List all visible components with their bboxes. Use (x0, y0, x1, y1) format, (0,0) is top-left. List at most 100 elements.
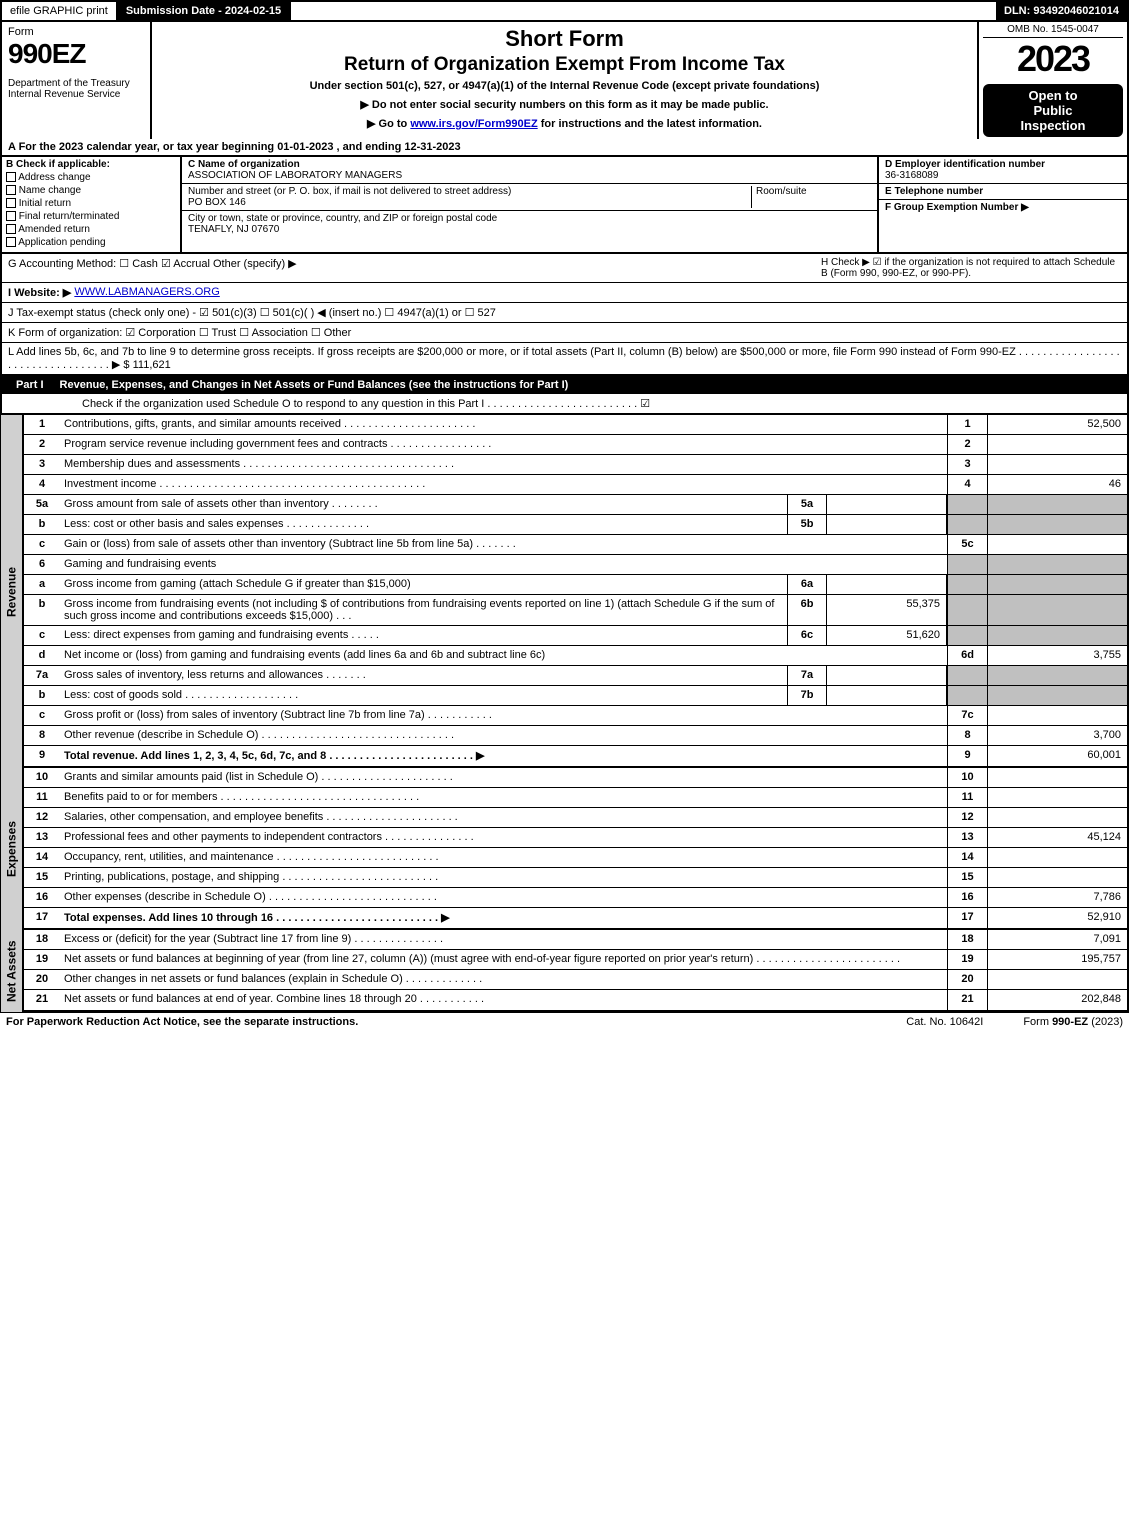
lv: 7,091 (987, 930, 1127, 949)
ld: Gross income from gaming (attach Schedul… (60, 575, 787, 594)
sv (827, 575, 947, 594)
check-label: Final return/terminated (19, 211, 120, 222)
sc: 7a (787, 666, 827, 685)
city-label: City or town, state or province, country… (188, 213, 497, 224)
ld: Gain or (loss) from sale of assets other… (60, 535, 947, 554)
lv (987, 435, 1127, 454)
ln: 2 (24, 435, 60, 454)
instr-link: ▶ Go to www.irs.gov/Form990EZ for instru… (160, 117, 969, 130)
ln: d (24, 646, 60, 665)
lv: 52,500 (987, 415, 1127, 434)
lv (987, 808, 1127, 827)
header-left: Form 990EZ Department of the Treasury In… (2, 22, 152, 139)
form-header: Form 990EZ Department of the Treasury In… (0, 22, 1129, 139)
tel-label: E Telephone number (885, 186, 1121, 197)
lc: 20 (947, 970, 987, 989)
ln: 20 (24, 970, 60, 989)
org-addr-row: Number and street (or P. O. box, if mail… (182, 184, 877, 211)
check-address-change[interactable]: Address change (6, 172, 176, 183)
sc: 6c (787, 626, 827, 645)
ein-row: D Employer identification number 36-3168… (879, 157, 1127, 184)
lv: 45,124 (987, 828, 1127, 847)
ld: Other expenses (describe in Schedule O) … (60, 888, 947, 907)
lv (987, 686, 1127, 705)
lc (947, 575, 987, 594)
ld: Occupancy, rent, utilities, and maintena… (60, 848, 947, 867)
section-b: B Check if applicable: Address change Na… (2, 157, 182, 252)
title-return: Return of Organization Exempt From Incom… (160, 54, 969, 76)
lv (987, 455, 1127, 474)
check-application-pending[interactable]: Application pending (6, 237, 176, 248)
ld: Investment income . . . . . . . . . . . … (60, 475, 947, 494)
info-block: B Check if applicable: Address change Na… (0, 157, 1129, 254)
line-7b: bLess: cost of goods sold . . . . . . . … (24, 686, 1127, 706)
ld: Other changes in net assets or fund bala… (60, 970, 947, 989)
lc (947, 555, 987, 574)
ld: Contributions, gifts, grants, and simila… (60, 415, 947, 434)
footer-cat-no: Cat. No. 10642I (906, 1016, 983, 1028)
ld: Grants and similar amounts paid (list in… (60, 768, 947, 787)
submission-date: Submission Date - 2024-02-15 (118, 2, 291, 20)
irs-link[interactable]: www.irs.gov/Form990EZ (410, 118, 537, 130)
section-b-label: B Check if applicable: (6, 159, 176, 170)
line-4: 4Investment income . . . . . . . . . . .… (24, 475, 1127, 495)
lv (987, 868, 1127, 887)
part-1-check-o: Check if the organization used Schedule … (0, 394, 1129, 415)
ln: 14 (24, 848, 60, 867)
lv (987, 666, 1127, 685)
ld: Professional fees and other payments to … (60, 828, 947, 847)
line-12: 12Salaries, other compensation, and empl… (24, 808, 1127, 828)
sc: 5a (787, 495, 827, 514)
ln: 19 (24, 950, 60, 969)
addr-label: Number and street (or P. O. box, if mail… (188, 186, 751, 197)
line-7c: cGross profit or (loss) from sales of in… (24, 706, 1127, 726)
lv: 195,757 (987, 950, 1127, 969)
line-5a: 5aGross amount from sale of assets other… (24, 495, 1127, 515)
section-d: D Employer identification number 36-3168… (877, 157, 1127, 252)
tel-row: E Telephone number (879, 184, 1127, 200)
accounting-method: G Accounting Method: ☐ Cash ☑ Accrual Ot… (8, 257, 297, 279)
ld: Benefits paid to or for members . . . . … (60, 788, 947, 807)
line-14: 14Occupancy, rent, utilities, and mainte… (24, 848, 1127, 868)
line-6d: dNet income or (loss) from gaming and fu… (24, 646, 1127, 666)
ln: 18 (24, 930, 60, 949)
lc: 3 (947, 455, 987, 474)
ld: Less: direct expenses from gaming and fu… (60, 626, 787, 645)
section-c: C Name of organization ASSOCIATION OF LA… (182, 157, 877, 252)
row-i: I Website: ▶ WWW.LABMANAGERS.ORG (0, 283, 1129, 303)
ld: Less: cost of goods sold . . . . . . . .… (60, 686, 787, 705)
org-name-label: C Name of organization (188, 159, 402, 170)
side-expenses: Expenses (0, 768, 22, 930)
row-l: L Add lines 5b, 6c, and 7b to line 9 to … (0, 343, 1129, 376)
ld: Program service revenue including govern… (60, 435, 947, 454)
lv (987, 706, 1127, 725)
ld: Membership dues and assessments . . . . … (60, 455, 947, 474)
part-1-title: Revenue, Expenses, and Changes in Net As… (60, 379, 1121, 391)
ln: 4 (24, 475, 60, 494)
check-name-change[interactable]: Name change (6, 185, 176, 196)
row-j: J Tax-exempt status (check only one) - ☑… (0, 303, 1129, 323)
efile-label[interactable]: efile GRAPHIC print (2, 2, 118, 20)
check-initial-return[interactable]: Initial return (6, 198, 176, 209)
lv: 202,848 (987, 990, 1127, 1010)
line-17: 17Total expenses. Add lines 10 through 1… (24, 908, 1127, 928)
row-k: K Form of organization: ☑ Corporation ☐ … (0, 323, 1129, 343)
ln: 15 (24, 868, 60, 887)
ln: 5a (24, 495, 60, 514)
check-amended-return[interactable]: Amended return (6, 224, 176, 235)
line-16: 16Other expenses (describe in Schedule O… (24, 888, 1127, 908)
expenses-table: 10Grants and similar amounts paid (list … (22, 768, 1129, 930)
lv (987, 495, 1127, 514)
line-20: 20Other changes in net assets or fund ba… (24, 970, 1127, 990)
lv (987, 768, 1127, 787)
lv (987, 595, 1127, 625)
check-final-return[interactable]: Final return/terminated (6, 211, 176, 222)
instr2-post: for instructions and the latest informat… (538, 118, 762, 130)
website-link[interactable]: WWW.LABMANAGERS.ORG (74, 286, 219, 299)
check-label: Name change (19, 185, 81, 196)
lv: 3,755 (987, 646, 1127, 665)
sv (827, 686, 947, 705)
inspection-1: Open to (987, 88, 1119, 103)
tax-year: 2023 (983, 38, 1123, 80)
schedule-b-check: H Check ▶ ☑ if the organization is not r… (821, 257, 1121, 279)
